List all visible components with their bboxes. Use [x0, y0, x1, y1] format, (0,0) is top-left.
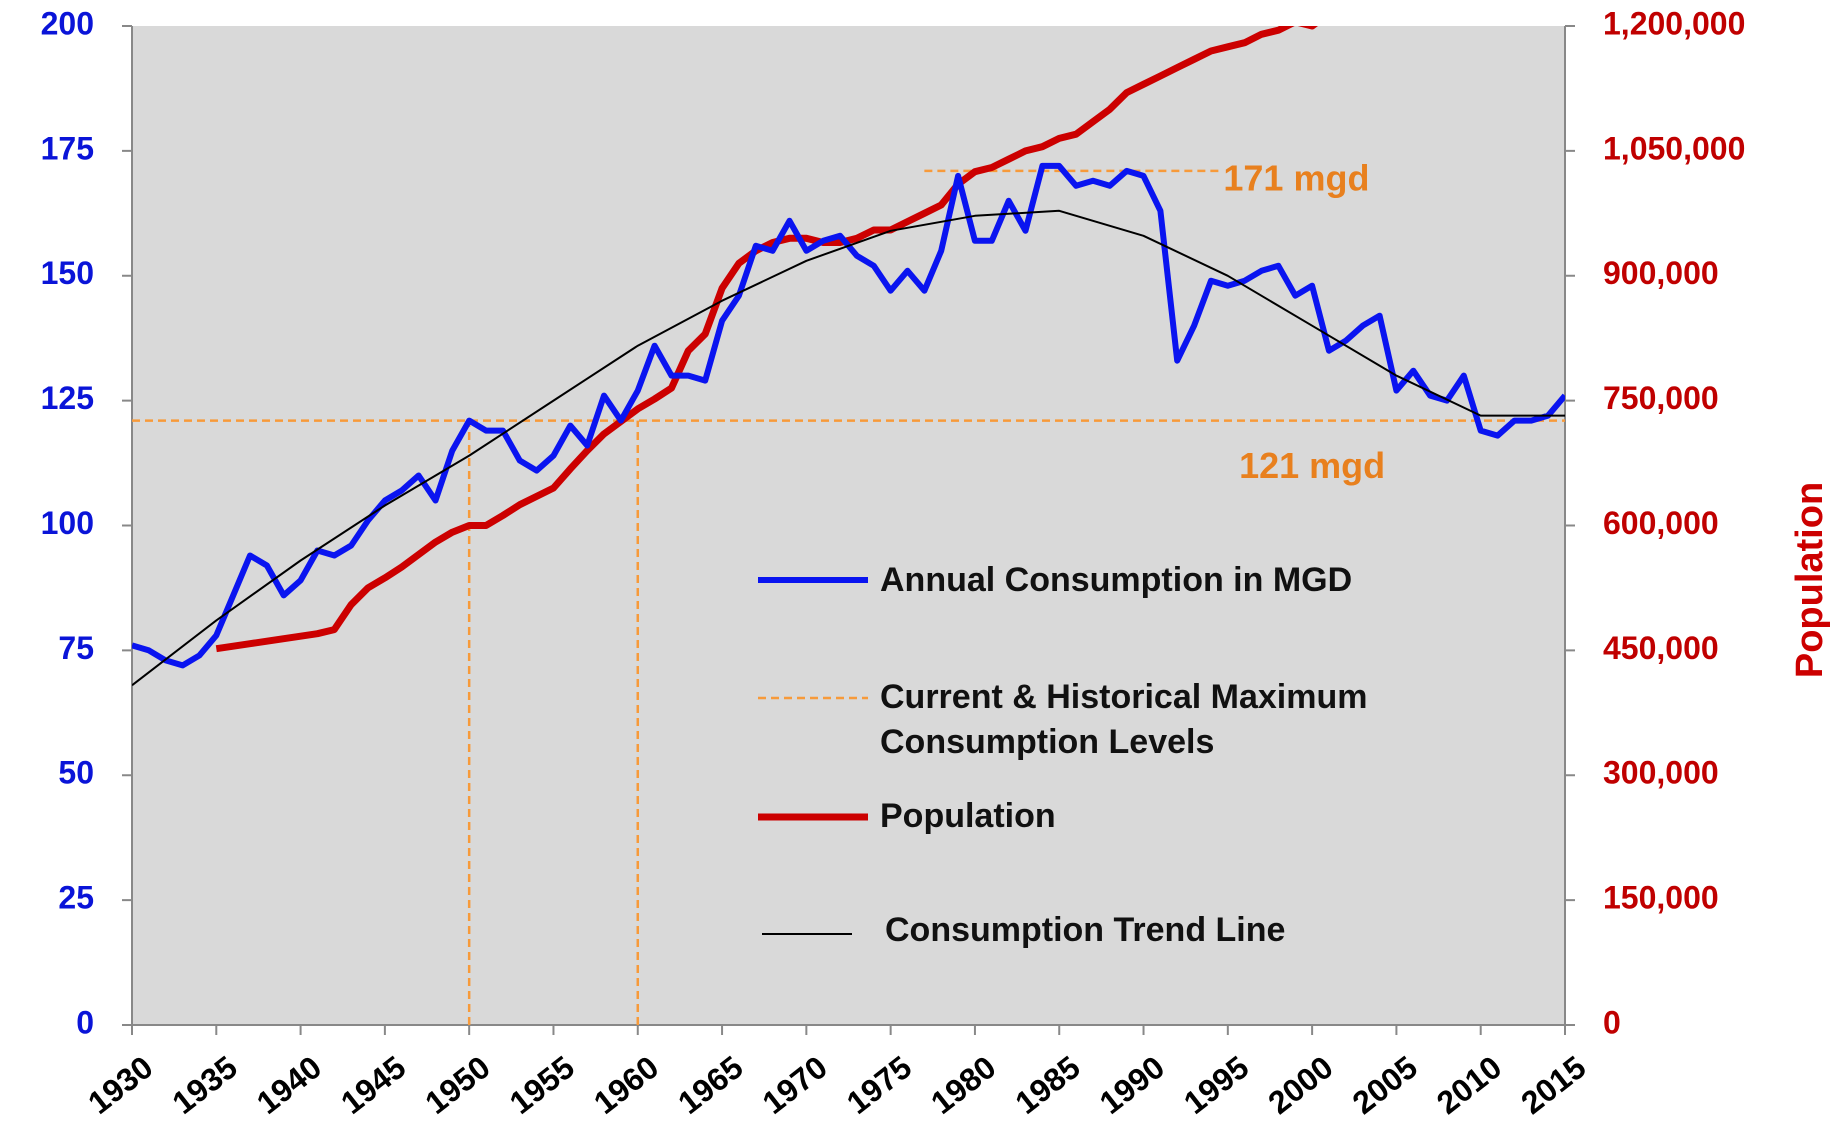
y-tick-label: 150	[41, 255, 94, 291]
x-tick-label: 1935	[166, 1049, 244, 1121]
reference-label: 171 mgd	[1223, 157, 1369, 198]
y-tick-label: 100	[41, 505, 94, 541]
y2-tick-label: 750,000	[1603, 380, 1719, 416]
y2-tick-label: 150,000	[1603, 880, 1719, 916]
plot-area	[132, 26, 1565, 1025]
series-line	[132, 209, 1565, 687]
x-tick-label: 1970	[756, 1049, 834, 1121]
y2-tick-label: 900,000	[1603, 255, 1719, 291]
x-tick-label: 1960	[587, 1049, 665, 1121]
x-tick-label: 1945	[334, 1049, 412, 1121]
legend-label: Current & Historical Maximum Consumption…	[880, 678, 1368, 761]
x-tick-label: 2015	[1514, 1049, 1592, 1121]
x-tick-label: 1940	[250, 1049, 328, 1121]
y2-tick-label: 450,000	[1603, 630, 1719, 666]
legend-label: Population	[880, 797, 1056, 835]
x-tick-label: 1965	[671, 1049, 749, 1121]
series-line	[215, 26, 1318, 653]
y-tick-label: 50	[58, 755, 94, 791]
x-tick-label: 1985	[1008, 1049, 1086, 1121]
y2-tick-label: 0	[1603, 1004, 1621, 1040]
y2-tick-label: 300,000	[1603, 755, 1719, 791]
x-tick-label: 1950	[418, 1049, 496, 1121]
x-tick-label: 2010	[1430, 1049, 1508, 1121]
x-tick-label: 1995	[1177, 1049, 1255, 1121]
y-tick-label: 75	[58, 630, 94, 666]
legend-label: Annual Consumption in MGD	[880, 561, 1353, 599]
reference-label: 121 mgd	[1239, 445, 1385, 486]
y-tick-label: 25	[58, 880, 94, 916]
y2-tick-label: 1,050,000	[1603, 130, 1745, 166]
y-tick-label: 200	[41, 5, 94, 41]
y2-tick-label: 600,000	[1603, 505, 1719, 541]
x-tick-label: 1980	[924, 1049, 1002, 1121]
x-tick-label: 1930	[81, 1049, 159, 1121]
x-tick-label: 1990	[1093, 1049, 1171, 1121]
y-tick-label: 175	[41, 130, 94, 166]
y2-tick-label: 1,200,000	[1603, 5, 1745, 41]
x-tick-label: 1975	[840, 1049, 918, 1121]
x-tick-label: 2000	[1261, 1049, 1339, 1121]
y2-axis-label: Population	[1789, 482, 1831, 678]
y-tick-label: 125	[41, 380, 94, 416]
x-tick-label: 2005	[1346, 1049, 1424, 1121]
legend-label: Consumption Trend Line	[885, 911, 1286, 949]
x-tick-label: 1955	[503, 1049, 581, 1121]
y-tick-label: 0	[76, 1004, 94, 1040]
